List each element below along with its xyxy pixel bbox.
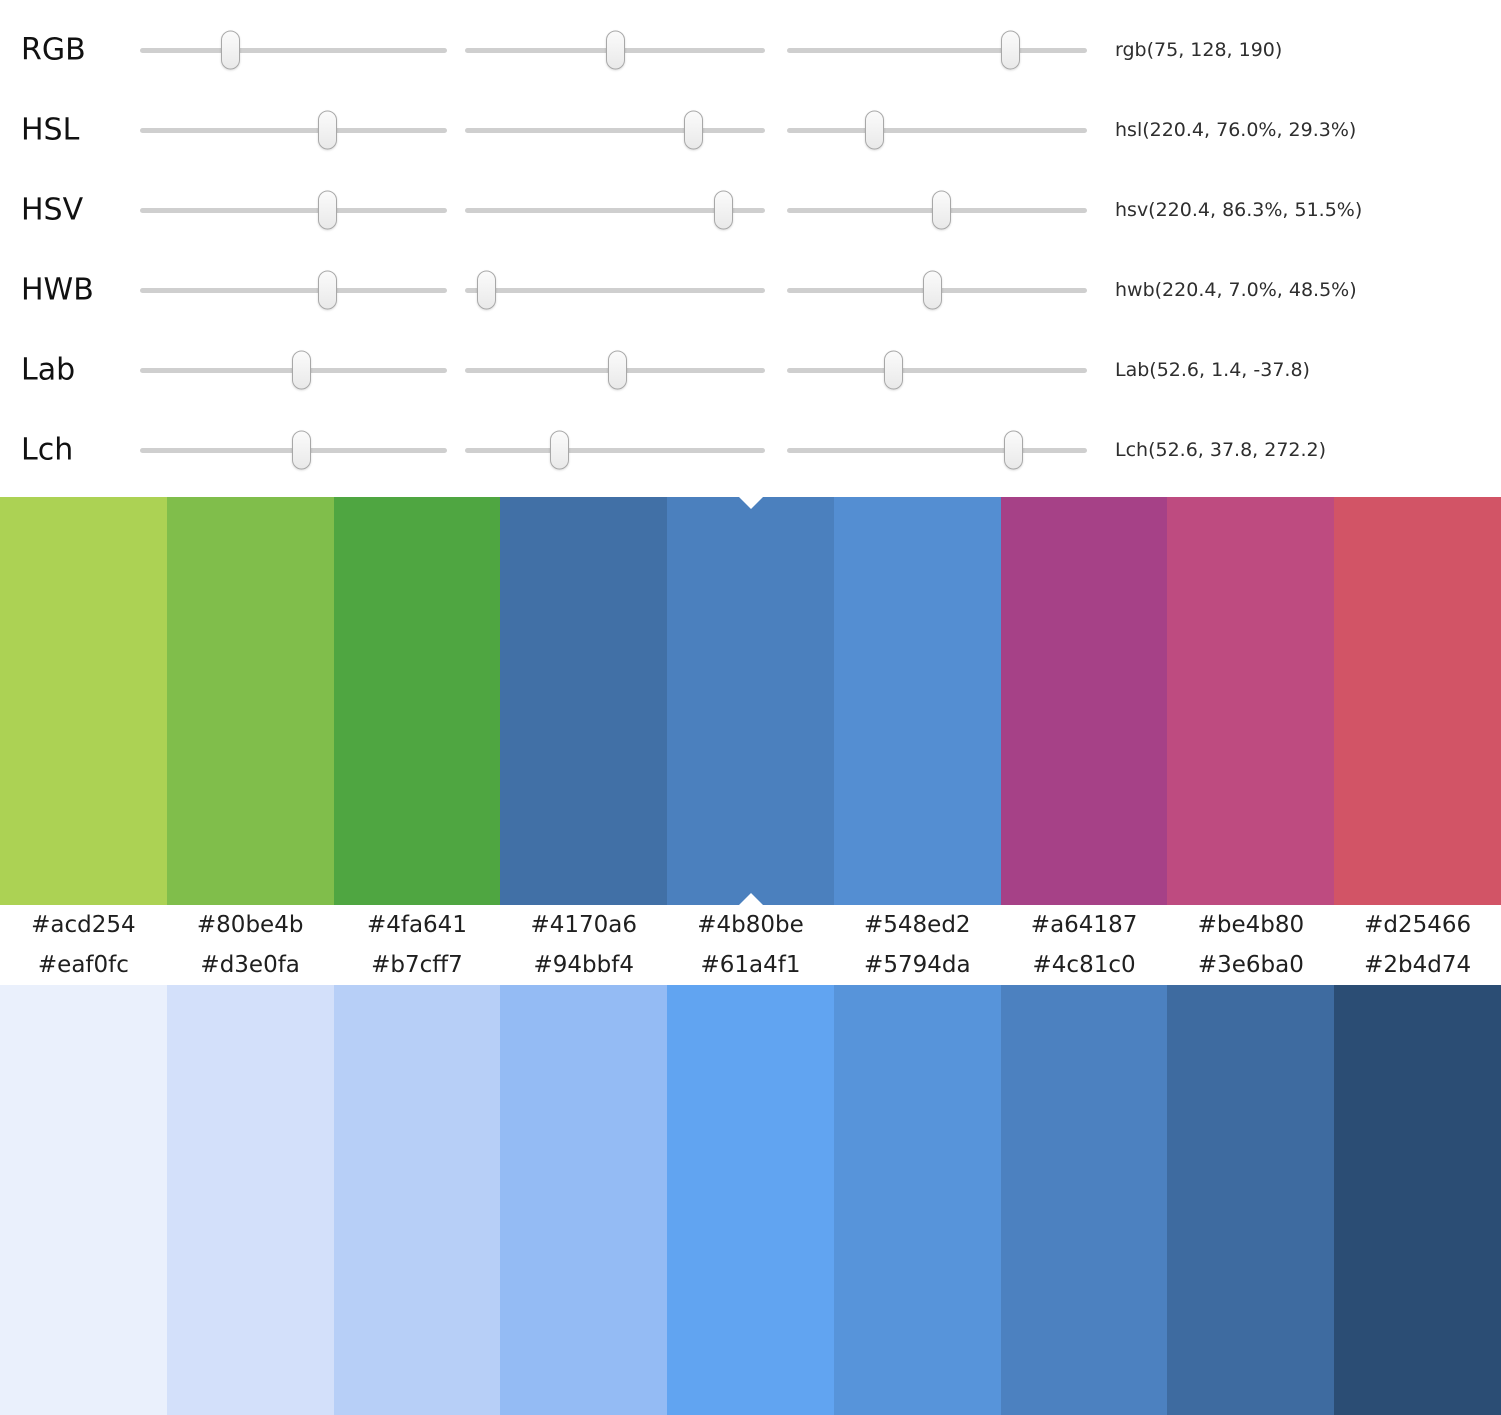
lightness-hex-label: #5794da bbox=[864, 952, 971, 978]
rgb-g-slider[interactable] bbox=[465, 30, 765, 70]
hsl-l-handle[interactable] bbox=[865, 110, 885, 150]
hue-hex-label: #be4b80 bbox=[1197, 912, 1305, 938]
slider-row-hsv: HSV hsv(220.4, 86.3%, 51.5%) bbox=[0, 170, 1501, 250]
hwb-h-handle[interactable] bbox=[318, 270, 338, 310]
lab-value-text: Lab(52.6, 1.4, -37.8) bbox=[1115, 359, 1310, 381]
lch-h-handle[interactable] bbox=[1004, 430, 1024, 470]
lightness-swatch[interactable] bbox=[1334, 985, 1501, 1415]
slider-row-hsl: HSL hsl(220.4, 76.0%, 29.3%) bbox=[0, 90, 1501, 170]
hue-swatch[interactable] bbox=[333, 497, 501, 905]
lightness-swatch[interactable] bbox=[500, 985, 668, 1415]
rgb-r-handle[interactable] bbox=[220, 30, 240, 70]
hue-swatch[interactable] bbox=[500, 497, 668, 905]
hsv-v-handle[interactable] bbox=[932, 190, 951, 230]
hue-hex-label: #a64187 bbox=[1030, 912, 1138, 938]
lightness-palette bbox=[0, 985, 1501, 1415]
hsl-value-text: hsl(220.4, 76.0%, 29.3%) bbox=[1115, 119, 1357, 141]
hue-swatch[interactable] bbox=[0, 497, 167, 905]
colorspace-label-hsl: HSL bbox=[21, 112, 80, 148]
hue-hex-label: #548ed2 bbox=[864, 912, 971, 938]
hwb-w-handle[interactable] bbox=[476, 270, 496, 310]
lab-b-handle[interactable] bbox=[883, 350, 903, 390]
hsv-h-slider[interactable] bbox=[140, 190, 447, 230]
lch-l-handle[interactable] bbox=[291, 430, 311, 470]
rgb-r-slider[interactable] bbox=[140, 30, 447, 70]
hwb-w-slider[interactable] bbox=[465, 270, 765, 310]
lightness-hex-label: #2b4d74 bbox=[1364, 952, 1472, 978]
hue-palette bbox=[0, 497, 1501, 905]
lch-c-handle[interactable] bbox=[550, 430, 569, 470]
lightness-swatch[interactable] bbox=[166, 985, 334, 1415]
slider-row-hwb: HWB hwb(220.4, 7.0%, 48.5%) bbox=[0, 250, 1501, 330]
lightness-hex-label: #eaf0fc bbox=[37, 952, 129, 978]
lightness-hex-label: #4c81c0 bbox=[1032, 952, 1136, 978]
rgb-b-handle[interactable] bbox=[1001, 30, 1020, 70]
colorspace-label-hwb: HWB bbox=[21, 272, 94, 308]
colorspace-label-rgb: RGB bbox=[21, 32, 86, 68]
hsv-s-handle[interactable] bbox=[714, 190, 734, 230]
lch-c-slider[interactable] bbox=[465, 430, 765, 470]
hue-swatch-selected[interactable] bbox=[667, 497, 834, 905]
lightness-swatch[interactable] bbox=[833, 985, 1001, 1415]
hsl-s-handle[interactable] bbox=[683, 110, 703, 150]
hwb-b-slider[interactable] bbox=[787, 270, 1087, 310]
slider-row-rgb: RGB rgb(75, 128, 190) bbox=[0, 10, 1501, 90]
slider-row-lch: Lch Lch(52.6, 37.8, 272.2) bbox=[0, 410, 1501, 490]
lightness-swatch[interactable] bbox=[1000, 985, 1168, 1415]
hsl-h-handle[interactable] bbox=[318, 110, 338, 150]
hue-swatch[interactable] bbox=[1000, 497, 1168, 905]
rgb-g-handle[interactable] bbox=[606, 30, 626, 70]
hue-hex-label: #d25466 bbox=[1364, 912, 1472, 938]
hue-hex-label: #80be4b bbox=[196, 912, 304, 938]
hwb-b-handle[interactable] bbox=[923, 270, 942, 310]
rgb-b-slider[interactable] bbox=[787, 30, 1087, 70]
hsl-s-slider[interactable] bbox=[465, 110, 765, 150]
hsv-s-slider[interactable] bbox=[465, 190, 765, 230]
lightness-swatch[interactable] bbox=[667, 985, 834, 1415]
hsv-h-handle[interactable] bbox=[318, 190, 338, 230]
hue-swatch[interactable] bbox=[1167, 497, 1335, 905]
lab-a-slider[interactable] bbox=[465, 350, 765, 390]
lch-l-slider[interactable] bbox=[140, 430, 447, 470]
hsl-h-slider[interactable] bbox=[140, 110, 447, 150]
colorspace-sliders-panel: RGB rgb(75, 128, 190) HSL hsl(220.4, 76.… bbox=[0, 0, 1501, 497]
selected-swatch-marker-top bbox=[738, 497, 763, 509]
colorspace-label-lch: Lch bbox=[21, 432, 74, 468]
lightness-swatch[interactable] bbox=[333, 985, 501, 1415]
hwb-h-slider[interactable] bbox=[140, 270, 447, 310]
lightness-swatch[interactable] bbox=[0, 985, 167, 1415]
hsv-value-text: hsv(220.4, 86.3%, 51.5%) bbox=[1115, 199, 1363, 221]
hue-swatch[interactable] bbox=[166, 497, 334, 905]
hue-hex-label: #4170a6 bbox=[530, 912, 637, 938]
lab-b-slider[interactable] bbox=[787, 350, 1087, 390]
lightness-hex-label: #94bbf4 bbox=[533, 952, 634, 978]
hue-swatch[interactable] bbox=[1334, 497, 1501, 905]
hue-hex-label: #4fa641 bbox=[366, 912, 467, 938]
hue-hex-label: #acd254 bbox=[31, 912, 136, 938]
lch-h-slider[interactable] bbox=[787, 430, 1087, 470]
lch-value-text: Lch(52.6, 37.8, 272.2) bbox=[1115, 439, 1327, 461]
lab-l-handle[interactable] bbox=[291, 350, 311, 390]
lab-l-slider[interactable] bbox=[140, 350, 447, 390]
lightness-hex-label: #3e6ba0 bbox=[1197, 952, 1304, 978]
lightness-hex-label: #b7cff7 bbox=[371, 952, 463, 978]
lab-a-handle[interactable] bbox=[607, 350, 627, 390]
lightness-swatch[interactable] bbox=[1167, 985, 1335, 1415]
hue-swatch[interactable] bbox=[833, 497, 1001, 905]
colorspace-label-hsv: HSV bbox=[21, 192, 84, 228]
hue-hex-label: #4b80be bbox=[697, 912, 804, 938]
colorspace-label-lab: Lab bbox=[21, 352, 76, 388]
lightness-hex-label: #61a4f1 bbox=[700, 952, 801, 978]
rgb-value-text: rgb(75, 128, 190) bbox=[1115, 39, 1283, 61]
hsv-v-slider[interactable] bbox=[787, 190, 1087, 230]
lightness-hex-labels: #eaf0fc #d3e0fa #b7cff7 #94bbf4 #61a4f1 … bbox=[0, 945, 1501, 985]
hwb-value-text: hwb(220.4, 7.0%, 48.5%) bbox=[1115, 279, 1357, 301]
slider-row-lab: Lab Lab(52.6, 1.4, -37.8) bbox=[0, 330, 1501, 410]
hue-hex-labels: #acd254 #80be4b #4fa641 #4170a6 #4b80be … bbox=[0, 905, 1501, 945]
lightness-hex-label: #d3e0fa bbox=[200, 952, 300, 978]
selected-swatch-marker-bottom bbox=[738, 893, 763, 905]
hsl-l-slider[interactable] bbox=[787, 110, 1087, 150]
